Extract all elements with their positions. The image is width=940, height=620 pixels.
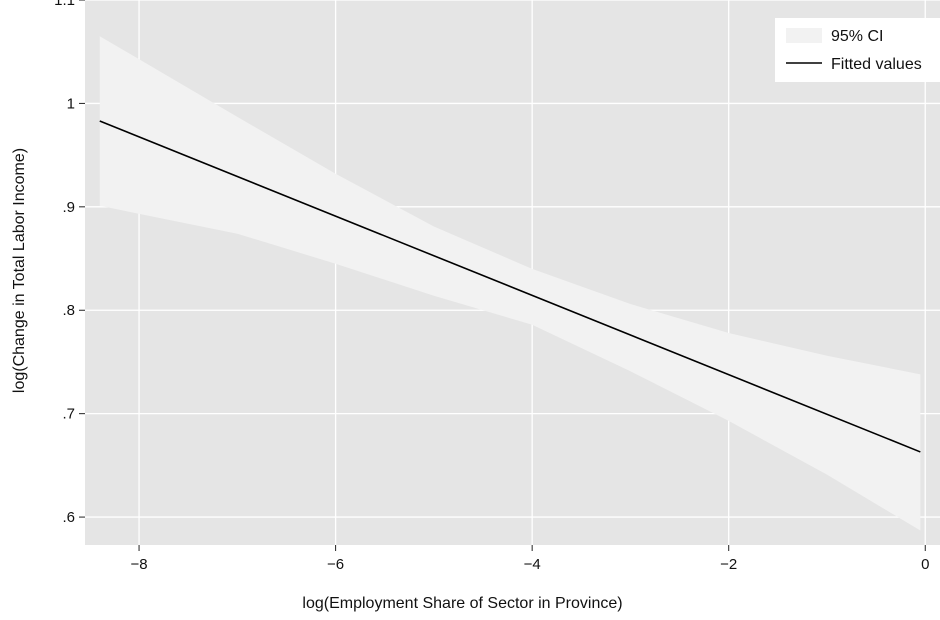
legend-ci-label: 95% CI xyxy=(831,28,883,45)
x-tick-label: 0 xyxy=(921,556,929,573)
legend-ci-swatch xyxy=(786,28,822,43)
x-axis-label: log(Employment Share of Sector in Provin… xyxy=(302,595,622,612)
x-tick-label: −2 xyxy=(720,556,737,573)
legend: 95% CI Fitted values xyxy=(775,18,940,82)
y-tick-label: 1 xyxy=(67,95,75,112)
x-tick-label: −8 xyxy=(130,556,147,573)
y-tick-label: .8 xyxy=(62,302,75,319)
axes: −8 −6 −4 −2 0 .6 .7 .8 .9 1 1.1 xyxy=(54,0,929,573)
y-tick-label: .7 xyxy=(62,406,75,423)
fitted-line-layer xyxy=(99,120,921,453)
x-tick-label: −6 xyxy=(327,556,344,573)
legend-line-label: Fitted values xyxy=(831,56,922,73)
y-axis-label: log(Change in Total Labor Income) xyxy=(11,148,28,393)
confidence-band-layer xyxy=(99,36,921,531)
x-tick-label: −4 xyxy=(524,556,541,573)
fitted-line xyxy=(99,120,921,453)
y-tick-label: .6 xyxy=(62,509,75,526)
y-tick-label: 1.1 xyxy=(54,0,75,9)
ci-band xyxy=(99,36,921,531)
y-tick-label: .9 xyxy=(62,199,75,216)
